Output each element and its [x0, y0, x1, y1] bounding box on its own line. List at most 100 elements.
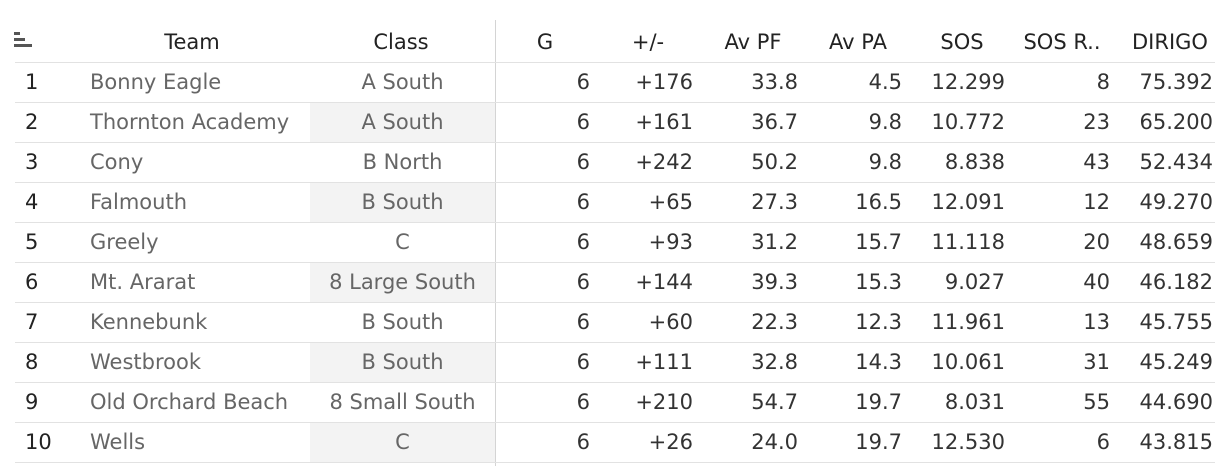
- stat: 11.961: [931, 310, 1005, 334]
- stat: 40: [1083, 270, 1110, 294]
- rank: 10: [25, 430, 52, 454]
- row-line: [15, 102, 1215, 103]
- stat: +60: [648, 310, 693, 334]
- rank: 9: [25, 390, 39, 414]
- stat: 6: [576, 270, 590, 294]
- stat: 31.2: [751, 230, 798, 254]
- sort-icon[interactable]: [14, 32, 36, 50]
- team-name: Greely: [90, 230, 159, 254]
- stat: 6: [576, 310, 590, 334]
- stat: 20: [1083, 230, 1110, 254]
- stat: 6: [576, 390, 590, 414]
- column-header: Class: [373, 30, 429, 54]
- stat: 6: [576, 110, 590, 134]
- rank: 6: [25, 270, 39, 294]
- stat: +161: [635, 110, 693, 134]
- column-header: G: [536, 30, 554, 54]
- rank: 2: [25, 110, 39, 134]
- team-name: Mt. Ararat: [90, 270, 196, 294]
- stat: 6: [576, 150, 590, 174]
- stat: 24.0: [751, 430, 798, 454]
- stat: +93: [648, 230, 693, 254]
- stat: 12.530: [931, 430, 1005, 454]
- stat: 8.031: [944, 390, 1005, 414]
- team-name: Old Orchard Beach: [90, 390, 289, 414]
- stat: 43: [1083, 150, 1110, 174]
- stat: 14.3: [855, 350, 902, 374]
- team-name: Kennebunk: [90, 310, 208, 334]
- column-header: DIRIGO: [1132, 30, 1208, 54]
- class: 8 Large South: [329, 270, 476, 294]
- stat: 6: [576, 430, 590, 454]
- team-name: Thornton Academy: [90, 110, 290, 134]
- stat: 45.249: [1139, 350, 1213, 374]
- team-name: Falmouth: [90, 190, 188, 214]
- team-name: Westbrook: [90, 350, 201, 374]
- stat: 65.200: [1139, 110, 1213, 134]
- row-line: [15, 422, 1215, 423]
- class: 8 Small South: [329, 390, 476, 414]
- row-line: [15, 302, 1215, 303]
- class: B North: [362, 150, 443, 174]
- stat: 12: [1083, 190, 1110, 214]
- team-name: Wells: [90, 430, 146, 454]
- stat: 19.7: [855, 390, 902, 414]
- stat: +26: [648, 430, 693, 454]
- stat: 55: [1083, 390, 1110, 414]
- stat: 12.299: [931, 70, 1005, 94]
- stat: 16.5: [855, 190, 902, 214]
- row-line: [15, 382, 1215, 383]
- row-band: [310, 423, 495, 462]
- stat: 11.118: [931, 230, 1005, 254]
- team-name: Bonny Eagle: [90, 70, 222, 94]
- stat: 13: [1083, 310, 1110, 334]
- class: B South: [361, 190, 444, 214]
- stat: 15.3: [855, 270, 902, 294]
- column-header: SOS: [940, 30, 984, 54]
- stat: 44.690: [1139, 390, 1213, 414]
- column-header: Team: [164, 30, 220, 54]
- stat: 33.8: [751, 70, 798, 94]
- stat: 6: [576, 70, 590, 94]
- row-line: [15, 462, 1215, 463]
- stat: 15.7: [855, 230, 902, 254]
- stat: 36.7: [751, 110, 798, 134]
- stat: 32.8: [751, 350, 798, 374]
- stat: 19.7: [855, 430, 902, 454]
- stat: +210: [635, 390, 693, 414]
- stat: 12.091: [931, 190, 1005, 214]
- stat: 8.838: [944, 150, 1005, 174]
- column-header: SOS R..: [1023, 30, 1101, 54]
- rank: 5: [25, 230, 39, 254]
- row-line: [15, 342, 1215, 343]
- stat: 75.392: [1139, 70, 1213, 94]
- stat: 9.8: [868, 150, 902, 174]
- rank: 1: [25, 70, 39, 94]
- stat: 39.3: [751, 270, 798, 294]
- column-header: Av PF: [724, 30, 782, 54]
- stat: 6: [576, 190, 590, 214]
- stat: 6: [576, 230, 590, 254]
- stat: 6: [1096, 430, 1110, 454]
- stat: 9.027: [944, 270, 1005, 294]
- class: C: [395, 430, 410, 454]
- row-band: [310, 103, 495, 142]
- stat: 6: [576, 350, 590, 374]
- stat: 10.061: [931, 350, 1005, 374]
- team-name: Cony: [90, 150, 144, 174]
- stat: 54.7: [751, 390, 798, 414]
- stat: +111: [635, 350, 693, 374]
- stat: 12.3: [855, 310, 902, 334]
- column-header: Av PA: [829, 30, 887, 54]
- stat: 52.434: [1139, 150, 1213, 174]
- row-line: [15, 62, 1215, 63]
- row-line: [15, 142, 1215, 143]
- class: A South: [361, 70, 444, 94]
- rank: 4: [25, 190, 39, 214]
- class: C: [395, 230, 410, 254]
- class: B South: [361, 310, 444, 334]
- stat: 50.2: [751, 150, 798, 174]
- stat: 49.270: [1139, 190, 1213, 214]
- class: A South: [361, 110, 444, 134]
- row-band: [310, 183, 495, 222]
